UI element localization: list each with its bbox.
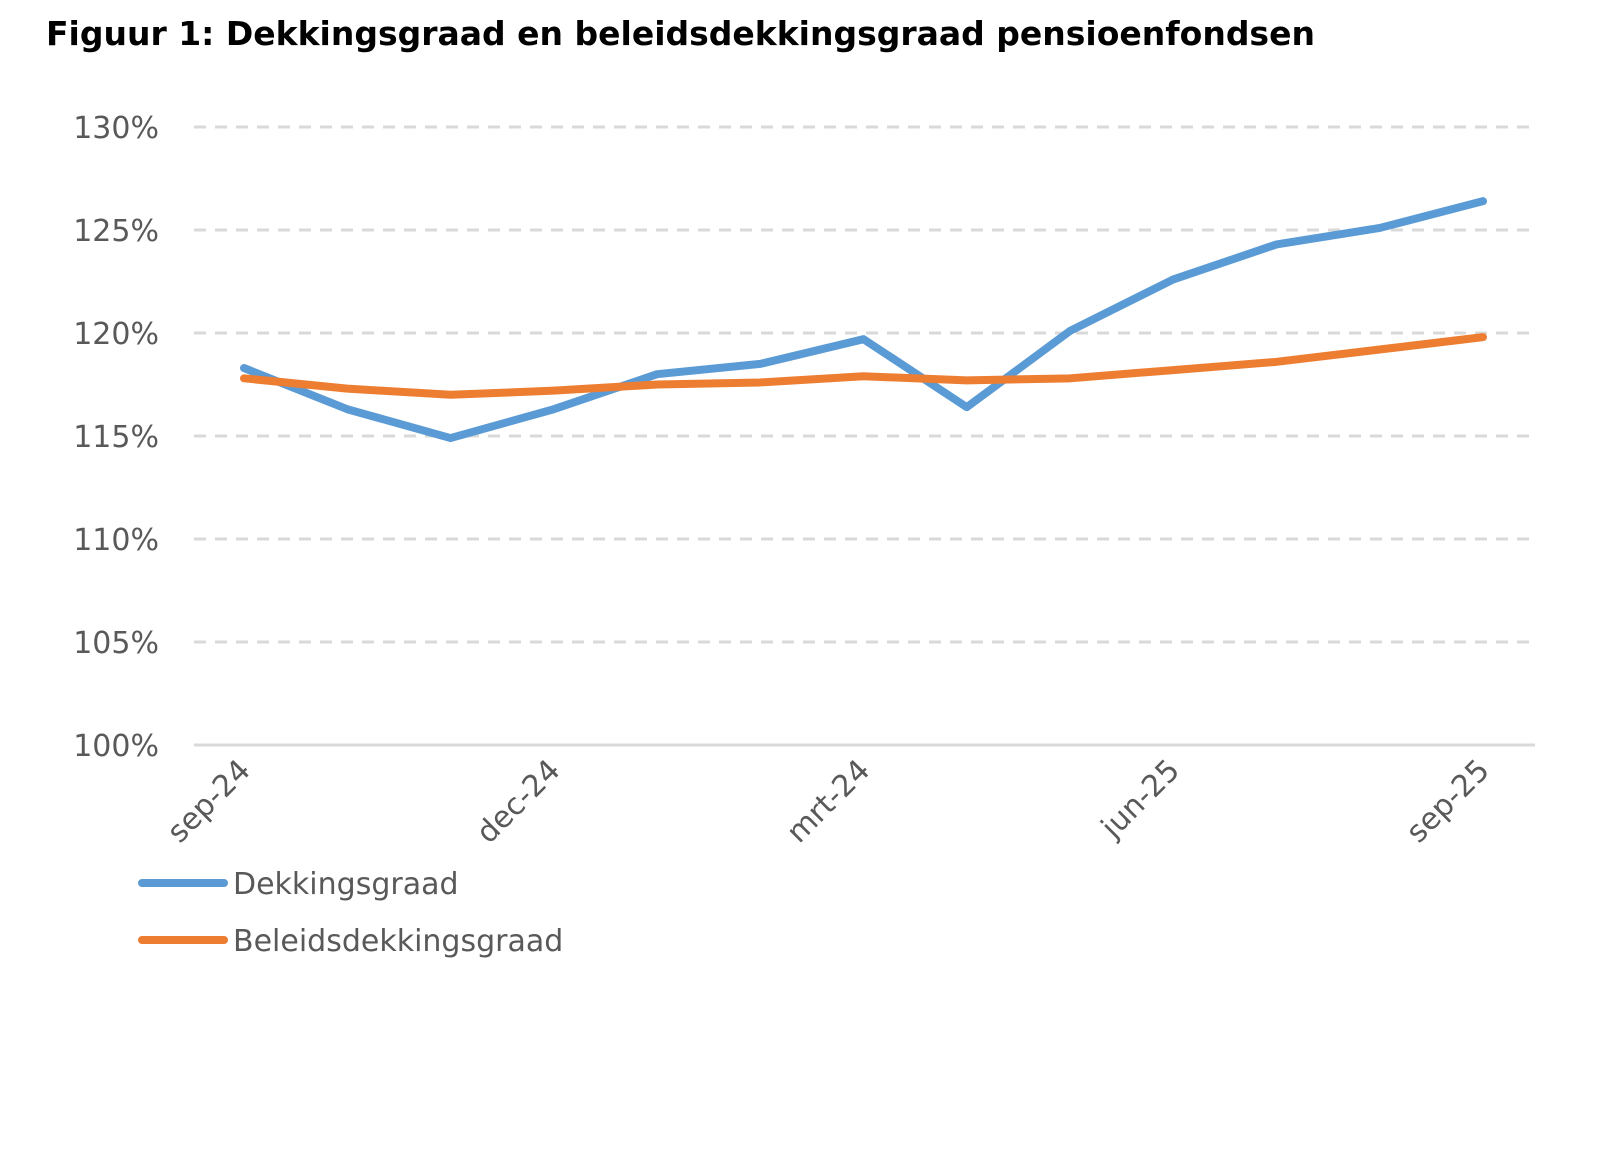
legend-label: Dekkingsgraad	[233, 867, 459, 902]
legend-label: Beleidsdekkingsgraad	[233, 924, 563, 959]
x-tick-label: dec-24	[470, 753, 568, 851]
y-tick-label: 125%	[73, 214, 159, 249]
y-tick-label: 110%	[73, 523, 159, 558]
chart-title: Figuur 1: Dekkingsgraad en beleidsdekkin…	[46, 14, 1315, 53]
series-line-dekkingsgraad	[240, 197, 1487, 443]
y-tick-label: 120%	[73, 317, 159, 352]
x-tick-label: jun-25	[1094, 753, 1187, 846]
x-tick-label: mrt-24	[780, 753, 877, 850]
x-tick-label: sep-24	[161, 753, 258, 850]
y-tick-label: 105%	[73, 626, 159, 661]
series-line-beleidsdekkingsgraad	[240, 333, 1487, 399]
x-tick-label: sep-25	[1400, 753, 1497, 850]
y-tick-label: 115%	[73, 420, 159, 455]
y-tick-label: 100%	[73, 729, 159, 764]
y-tick-label: 130%	[73, 111, 159, 146]
